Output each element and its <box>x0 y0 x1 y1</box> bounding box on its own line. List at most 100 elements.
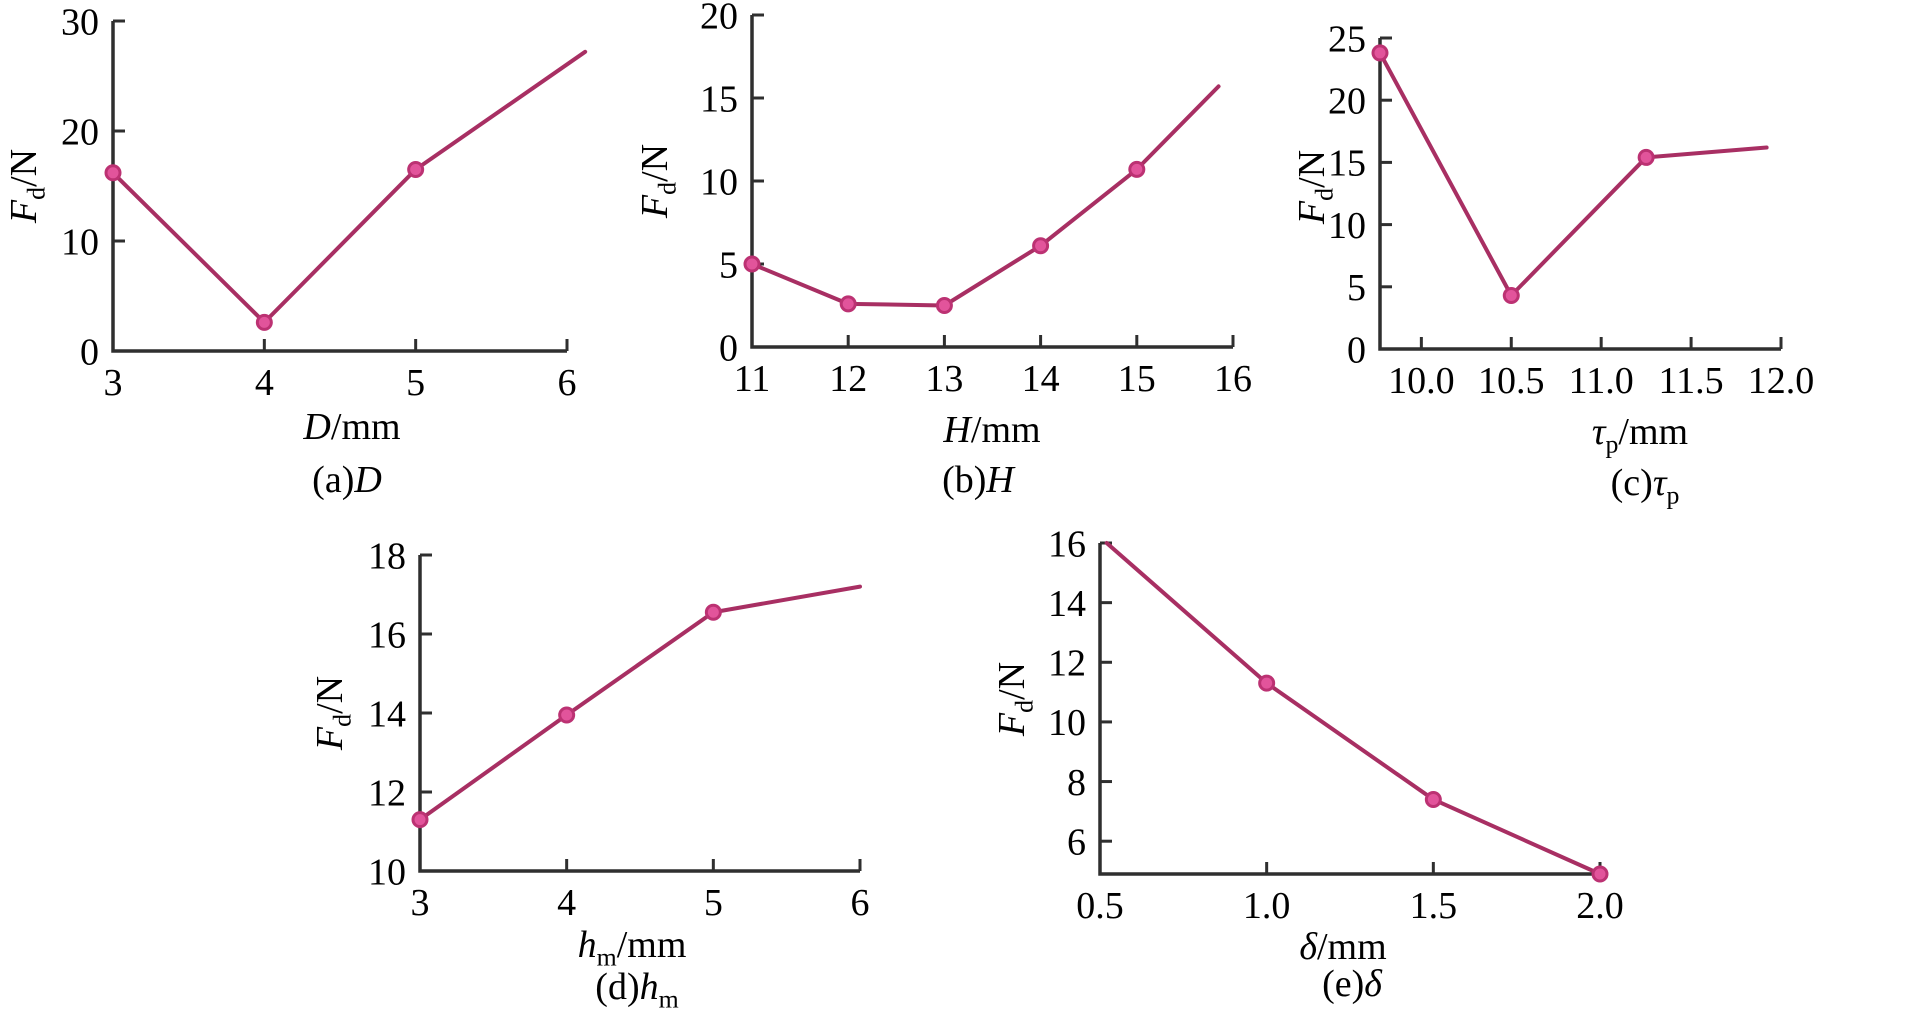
data-point-marker <box>255 313 273 331</box>
x-tick-label: 1.5 <box>1410 885 1458 927</box>
x-tick-label: 12 <box>829 358 867 400</box>
chart-e-caption: (e)δ <box>1322 962 1382 1006</box>
data-line <box>111 49 588 325</box>
chart-e-xlabel: δ/mm <box>1299 925 1386 969</box>
x-tick-label: 14 <box>1022 358 1060 400</box>
data-line <box>1104 541 1602 876</box>
x-tick-label: 5 <box>704 882 723 924</box>
data-line <box>418 584 862 822</box>
xlabel-symbol: h <box>577 924 597 966</box>
ylabel-unit: /N <box>3 148 45 187</box>
ylabel-sub: d <box>327 713 357 727</box>
caption-prefix: (b) <box>942 459 987 501</box>
x-tick-label: 16 <box>1214 358 1252 400</box>
ylabel-symbol: F <box>634 194 676 219</box>
xlabel-unit: /mm <box>970 409 1041 451</box>
ylabel-symbol: F <box>3 199 45 224</box>
ylabel-symbol: F <box>1291 200 1333 225</box>
caption-sub: p <box>1666 480 1680 510</box>
xlabel-unit: /mm <box>330 406 401 448</box>
ylabel-sub: d <box>21 186 51 200</box>
data-point-marker <box>558 706 576 724</box>
chart-a-ylabel: Fd/N <box>2 148 51 224</box>
caption-symbol: D <box>354 459 382 501</box>
caption-prefix: (d) <box>595 966 640 1008</box>
y-tick-label: 15 <box>700 78 738 120</box>
ylabel-unit: /N <box>309 675 351 714</box>
caption-symbol: H <box>986 459 1014 501</box>
y-tick-label: 5 <box>1347 267 1366 309</box>
ylabel-sub: d <box>652 181 682 195</box>
caption-symbol: δ <box>1364 963 1382 1005</box>
axes-spines <box>111 21 567 353</box>
chart-b-ylabel: Fd/N <box>633 144 682 219</box>
data-point-marker <box>704 603 722 621</box>
x-tick-label: 15 <box>1118 358 1156 400</box>
ylabel-symbol: F <box>309 726 351 751</box>
chart-e-plot: 0.5 1.0 1.5 2.0 6 8 10 12 14 16 <box>1048 523 1624 927</box>
xlabel-symbol: H <box>943 409 971 451</box>
y-tick-label: 10 <box>700 161 738 203</box>
chart-d-xlabel: hm/mm <box>577 923 687 970</box>
x-tick-label: 6 <box>851 882 870 924</box>
data-point-marker <box>407 161 425 178</box>
chart-a-plot: 3 4 5 6 0 10 20 30 <box>61 1 588 404</box>
x-tick-label: 11 <box>734 358 771 400</box>
chart-d-caption: (d)hm <box>595 965 678 1012</box>
xlabel-symbol: δ <box>1299 926 1317 968</box>
xlabel-sub: p <box>1605 429 1619 459</box>
data-point-marker <box>839 295 857 313</box>
data-point-marker <box>1258 674 1276 692</box>
y-tick-label: 18 <box>368 535 406 577</box>
y-tick-label: 6 <box>1067 821 1086 863</box>
data-point-marker <box>1128 160 1146 178</box>
x-tick-label: 1.0 <box>1243 885 1291 927</box>
x-tick-label: 6 <box>558 362 577 404</box>
chart-c-caption: (c)τp <box>1610 461 1680 508</box>
xlabel-symbol: D <box>303 406 331 448</box>
chart-b-caption: (b)H <box>942 458 1014 502</box>
x-tick-label: 4 <box>557 882 576 924</box>
y-tick-label: 30 <box>61 1 99 43</box>
x-tick-label: 5 <box>406 362 425 404</box>
chart-b-plot: 11 12 13 14 15 16 0 5 10 15 20 <box>700 0 1252 400</box>
x-tick-label: 12.0 <box>1748 360 1815 402</box>
y-tick-label: 8 <box>1067 762 1086 804</box>
data-point-marker <box>1424 790 1442 808</box>
chart-c-ylabel: Fd/N <box>1290 149 1339 225</box>
y-tick-label: 14 <box>368 693 406 735</box>
data-line <box>1378 50 1769 298</box>
caption-symbol: h <box>639 966 659 1008</box>
chart-d-plot: 3 4 5 6 10 12 14 16 18 <box>368 535 870 924</box>
chart-a-xlabel: D/mm <box>303 405 400 449</box>
y-tick-label: 5 <box>719 244 738 286</box>
xlabel-unit: /mm <box>1316 926 1387 968</box>
caption-symbol: τ <box>1652 462 1667 504</box>
y-tick-label: 16 <box>368 614 406 656</box>
xlabel-symbol: τ <box>1591 411 1606 453</box>
x-tick-label: 13 <box>925 358 963 400</box>
x-tick-label: 4 <box>255 362 274 404</box>
x-tick-label: 11.5 <box>1659 360 1724 402</box>
y-tick-label: 20 <box>700 0 738 37</box>
ylabel-unit: /N <box>1291 149 1333 188</box>
data-point-marker <box>743 255 761 273</box>
data-point-marker <box>1637 148 1655 166</box>
axes-spines <box>418 555 860 873</box>
xlabel-sub: m <box>596 942 617 972</box>
y-tick-label: 12 <box>368 772 406 814</box>
y-tick-label: 10 <box>1048 702 1086 744</box>
x-tick-label: 11.0 <box>1569 360 1634 402</box>
chart-c-xlabel: τp/mm <box>1591 410 1688 457</box>
caption-sub: m <box>658 984 679 1014</box>
ylabel-symbol: F <box>991 712 1033 737</box>
y-tick-label: 12 <box>1048 643 1086 685</box>
chart-e-ylabel: Fd/N <box>990 661 1039 737</box>
y-tick-label: 16 <box>1048 523 1086 565</box>
axes-spines <box>750 15 1233 349</box>
ylabel-unit: /N <box>991 661 1033 700</box>
caption-prefix: (c) <box>1610 462 1653 504</box>
data-point-marker <box>1502 287 1520 305</box>
